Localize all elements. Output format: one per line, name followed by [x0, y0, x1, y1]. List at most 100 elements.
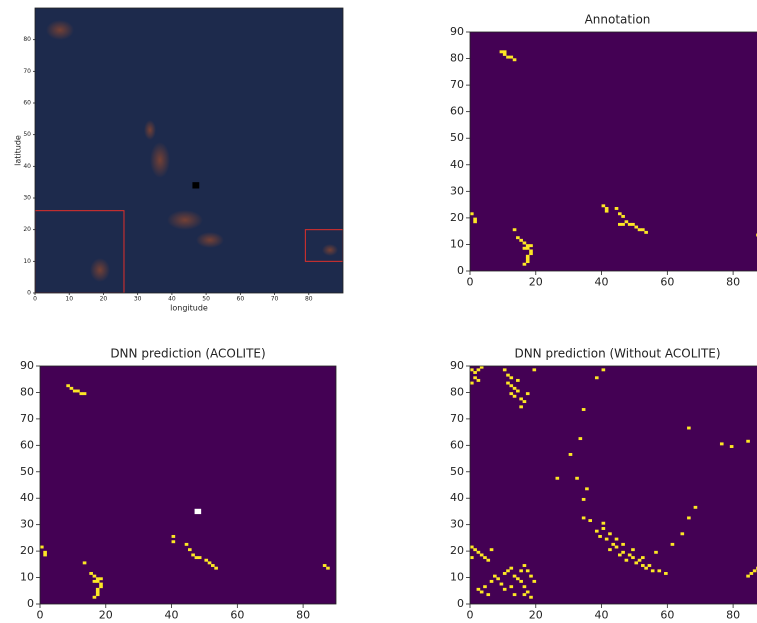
mask-cell — [519, 580, 523, 583]
mask-cell — [503, 572, 507, 575]
mask-cell — [503, 50, 507, 53]
background — [35, 8, 343, 293]
mask-cell — [720, 442, 724, 445]
mask-cell — [582, 498, 586, 501]
y-axis-label: latitude — [14, 135, 23, 166]
mask-cell — [628, 223, 632, 226]
mask-cell — [93, 580, 97, 583]
mask-cell — [470, 382, 474, 385]
mask-cell — [526, 244, 530, 247]
y-tick-label: 10 — [450, 571, 464, 584]
mask-cell — [480, 591, 484, 594]
mask-cell — [753, 569, 757, 572]
plot-area — [470, 32, 757, 271]
mask-cell — [500, 583, 504, 586]
mask-cell — [477, 368, 481, 371]
x-tick-label: 10 — [65, 296, 73, 303]
mask-cell — [513, 395, 517, 398]
y-tick-label: 60 — [23, 100, 31, 107]
mask-cell — [615, 207, 619, 210]
x-tick-label: 40 — [165, 609, 179, 622]
mask-cell — [641, 228, 645, 231]
panel: 0204060800102030405060708090DNN predicti… — [450, 347, 757, 622]
mask-cell — [79, 392, 83, 395]
mask-cell — [473, 220, 477, 223]
mask-cell — [477, 379, 481, 382]
mask-cell — [605, 210, 609, 213]
mask-cell — [513, 575, 517, 578]
mask-cell — [191, 553, 195, 556]
y-tick-label: 50 — [23, 131, 31, 138]
y-tick-label: 40 — [450, 491, 464, 504]
mask-cell — [602, 368, 606, 371]
mask-cell — [680, 532, 684, 535]
mask-cell — [473, 218, 477, 221]
mask-cell — [569, 453, 573, 456]
y-tick-label: 90 — [450, 359, 464, 372]
y-tick-label: 70 — [20, 412, 34, 425]
mask-cell — [523, 593, 527, 596]
mask-cell — [96, 577, 100, 580]
mask-cell — [523, 263, 527, 266]
mask-cell — [323, 564, 327, 567]
mask-cell — [172, 540, 176, 543]
image-texture — [90, 258, 110, 282]
mask-cell — [664, 572, 668, 575]
mask-cell — [483, 556, 487, 559]
background — [470, 32, 757, 271]
x-tick-label: 0 — [37, 609, 44, 622]
mask-cell — [582, 516, 586, 519]
mask-cell — [188, 548, 192, 551]
mask-cell — [477, 551, 481, 554]
x-tick-label: 30 — [134, 296, 142, 303]
mask-cell — [602, 522, 606, 525]
mask-cell — [526, 569, 530, 572]
mask-cell — [43, 553, 47, 556]
y-tick-label: 60 — [450, 105, 464, 118]
mask-cell — [602, 527, 606, 530]
mask-cell — [519, 405, 523, 408]
mask-cell — [198, 556, 202, 559]
y-tick-label: 0 — [27, 597, 34, 610]
image-texture — [150, 142, 170, 178]
mask-cell — [605, 538, 609, 541]
mask-cell — [70, 387, 74, 390]
mask-cell — [509, 384, 513, 387]
y-tick-label: 80 — [20, 385, 34, 398]
mask-cell — [96, 588, 100, 591]
marker — [195, 509, 202, 514]
y-tick-label: 10 — [23, 258, 31, 265]
mask-cell — [99, 585, 103, 588]
mask-cell — [621, 223, 625, 226]
mask-cell — [529, 575, 533, 578]
x-tick-label: 20 — [99, 609, 113, 622]
plot-area — [35, 8, 343, 293]
mask-cell — [746, 440, 750, 443]
mask-cell — [523, 564, 527, 567]
y-tick-label: 0 — [457, 597, 464, 610]
y-tick-label: 0 — [457, 264, 464, 277]
mask-cell — [634, 226, 638, 229]
mask-cell — [532, 580, 536, 583]
mask-cell — [529, 252, 533, 255]
x-tick-label: 60 — [660, 276, 674, 289]
y-tick-label: 70 — [23, 68, 31, 75]
image-texture — [46, 20, 74, 40]
y-tick-label: 40 — [23, 163, 31, 170]
y-tick-label: 20 — [450, 211, 464, 224]
image-texture — [144, 120, 156, 140]
mask-cell — [490, 548, 494, 551]
mask-cell — [509, 567, 513, 570]
mask-cell — [615, 546, 619, 549]
mask-cell — [595, 530, 599, 533]
mask-cell — [470, 546, 474, 549]
mask-cell — [500, 50, 504, 53]
mask-cell — [477, 588, 481, 591]
mask-cell — [519, 397, 523, 400]
x-tick-label: 20 — [529, 276, 543, 289]
mask-cell — [480, 553, 484, 556]
marker — [192, 182, 199, 188]
x-tick-label: 60 — [660, 609, 674, 622]
